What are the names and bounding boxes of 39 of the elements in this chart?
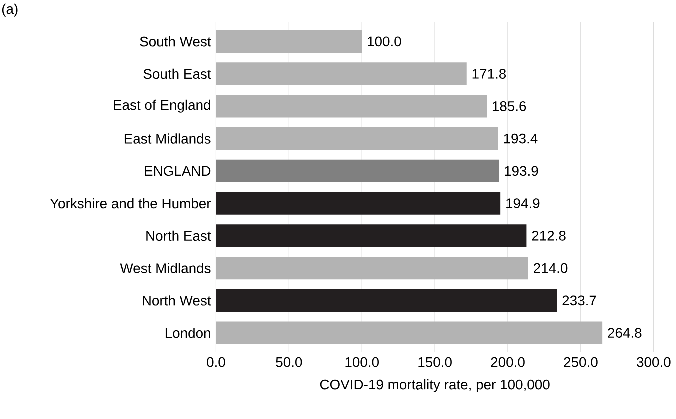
y-tick-label: North West bbox=[143, 296, 212, 306]
y-tick-label: North East bbox=[146, 230, 212, 242]
y-tick-label: West Midlands bbox=[120, 263, 211, 274]
y-tick-label: South West bbox=[140, 36, 212, 47]
y-tick-label: East of England bbox=[114, 100, 210, 113]
data-label: 264.8 bbox=[608, 328, 642, 338]
x-tick-label: 250.0 bbox=[564, 358, 598, 368]
x-axis-title: COVID-19 mortality rate, per 100,000 bbox=[320, 380, 550, 393]
data-label: 185.6 bbox=[492, 102, 526, 112]
x-tick-label: 150.0 bbox=[418, 358, 452, 368]
y-tick-label: London bbox=[166, 328, 210, 338]
data-label: 193.4 bbox=[504, 134, 538, 144]
x-tick-label: 300.0 bbox=[637, 358, 671, 368]
y-tick-label: East Midlands bbox=[124, 134, 211, 144]
y-tick-label: Yorkshire and the Humber bbox=[50, 198, 212, 209]
bar bbox=[216, 30, 362, 54]
x-tick-label: 50.0 bbox=[276, 358, 302, 368]
y-tick-label: ENGLAND bbox=[145, 166, 211, 176]
data-label: 171.8 bbox=[472, 69, 506, 80]
bar bbox=[216, 289, 558, 312]
text: (a) bbox=[2, 4, 18, 17]
x-tick-label: 200.0 bbox=[491, 358, 525, 368]
data-label: 212.8 bbox=[532, 231, 566, 241]
data-label: 214.0 bbox=[534, 263, 568, 274]
data-label: 233.7 bbox=[562, 296, 596, 306]
bar bbox=[216, 128, 498, 150]
bar bbox=[216, 257, 528, 280]
data-label: 193.9 bbox=[505, 166, 538, 176]
bar bbox=[216, 160, 500, 183]
bar bbox=[216, 95, 488, 118]
bar bbox=[216, 224, 527, 248]
y-tick-label: South East bbox=[144, 69, 212, 80]
bar bbox=[216, 192, 501, 215]
data-label: 100.0 bbox=[368, 36, 402, 47]
bar bbox=[216, 62, 467, 86]
bar bbox=[216, 322, 603, 344]
x-tick-label: 100.0 bbox=[346, 358, 379, 368]
data-label: 194.9 bbox=[506, 198, 540, 209]
x-tick-label: 0.0 bbox=[207, 358, 226, 368]
